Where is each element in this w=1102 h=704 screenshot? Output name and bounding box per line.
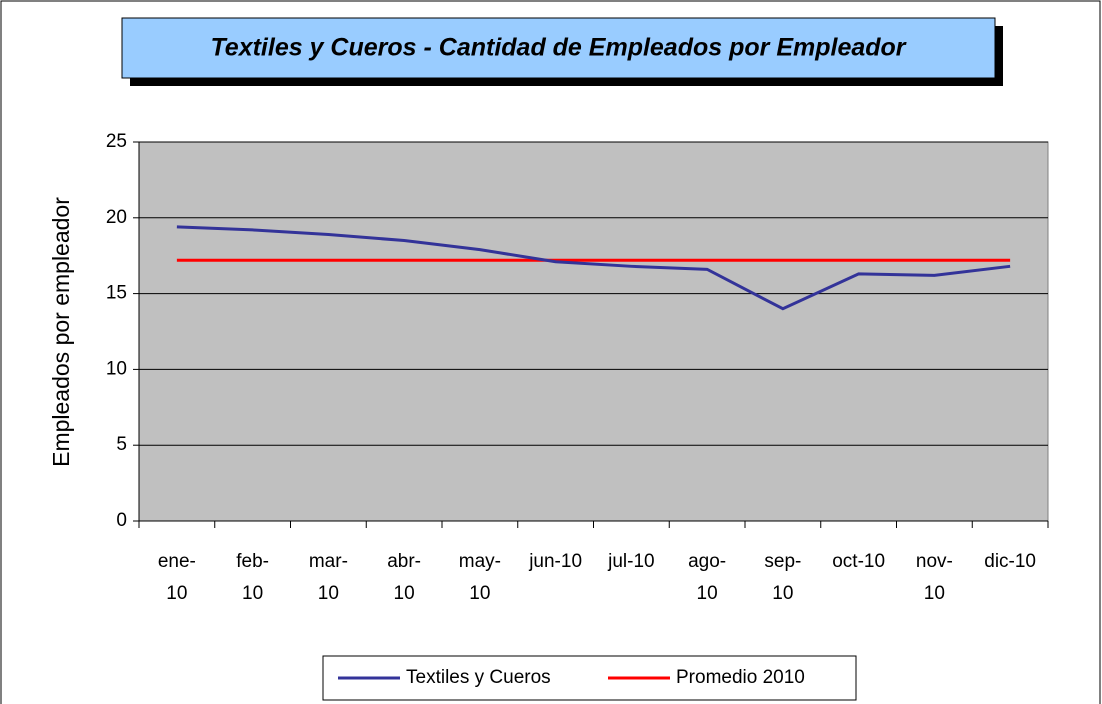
- chart-title: Textiles y Cueros - Cantidad de Empleado…: [210, 34, 906, 62]
- x-tick-label: jun-10: [528, 551, 582, 572]
- x-tick-label: dic-10: [984, 551, 1036, 572]
- plot-area: [138, 141, 1049, 522]
- x-tick-label: abr-10: [387, 551, 421, 604]
- x-tick-label: sep-10: [764, 551, 801, 604]
- y-axis-title: Empleados por empleador: [48, 197, 74, 467]
- x-tick-label: mar-10: [309, 551, 348, 604]
- x-tick-label: jul-10: [607, 551, 654, 572]
- x-tick-label: ene-10: [158, 551, 196, 604]
- y-tick-label: 15: [106, 283, 127, 304]
- legend-box: [322, 655, 857, 701]
- y-tick-label: 25: [106, 131, 127, 152]
- x-tick-label: ago-10: [688, 551, 726, 604]
- y-tick-label: 0: [116, 510, 127, 531]
- legend-label: Promedio 2010: [676, 667, 805, 688]
- y-tick-label: 20: [106, 207, 127, 228]
- x-tick-label: oct-10: [832, 551, 885, 572]
- y-tick-label: 5: [116, 434, 127, 455]
- y-tick-label: 10: [106, 358, 127, 379]
- legend-label: Textiles y Cueros: [406, 667, 551, 688]
- x-tick-label: feb-10: [236, 551, 269, 604]
- x-tick-label: nov-10: [916, 551, 953, 604]
- title-box: [121, 17, 996, 79]
- series-line: [176, 225, 1011, 311]
- x-tick-label: may-10: [459, 551, 501, 604]
